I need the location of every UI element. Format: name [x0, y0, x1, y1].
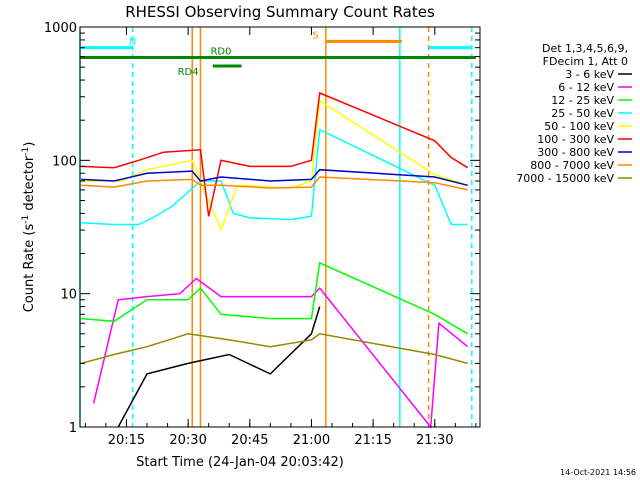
- series-line-8: [81, 333, 468, 365]
- bar-label-rd4: RD4: [178, 67, 199, 78]
- series-line-1: [92, 277, 469, 429]
- axes: 20:15 20:30 20:45 21:00 21:15 21:30 1 10 100 1000: [44, 21, 480, 448]
- legend-entry-8: 7000 - 15000 keV: [516, 172, 614, 185]
- x-tick-label-4: 21:15: [354, 433, 391, 448]
- x-tick-label-3: 21:00: [293, 433, 330, 448]
- legend-entry-3: 25 - 50 keV: [551, 107, 614, 120]
- bar-label-rd0: RD0: [210, 47, 231, 58]
- legend-entry-1: 6 - 12 keV: [558, 81, 614, 94]
- series-line-4: [81, 99, 468, 233]
- vertical-markers: [79, 27, 473, 427]
- legend-entry-5: 100 - 300 keV: [537, 133, 614, 146]
- legend-entry-0: 3 - 6 keV: [565, 68, 614, 81]
- legend-header-0: Det 1,3,4,5,6,9,: [542, 42, 628, 55]
- legend-entry-7: 800 - 7000 keV: [530, 159, 614, 172]
- series-line-6: [81, 168, 468, 187]
- status-bars: N S RD0 RD4: [80, 30, 476, 78]
- x-axis-label: Start Time (24-Jan-04 20:03:42): [136, 455, 344, 470]
- y-axis-label-sup2: -1: [21, 147, 31, 156]
- legend-entry-6: 300 - 800 keV: [537, 146, 614, 159]
- x-tick-label-0: 20:15: [108, 433, 145, 448]
- x-tick-label-1: 20:30: [169, 433, 206, 448]
- footer-timestamp: 14-Oct-2021 14:56: [560, 468, 636, 477]
- y-axis-label-main: Count Rate (s: [22, 224, 37, 313]
- bar-label-s: S: [312, 30, 318, 41]
- legend: Det 1,3,4,5,6,9,FDecim 1, Att 03 - 6 keV…: [516, 42, 632, 185]
- legend-entry-2: 12 - 25 keV: [551, 94, 614, 107]
- legend-entry-4: 50 - 100 keV: [544, 120, 614, 133]
- bar-label-n: N: [129, 37, 136, 48]
- y-tick-label-3: 1000: [44, 21, 77, 36]
- series-line-7: [81, 176, 468, 191]
- plot-frame: [79, 26, 481, 428]
- y-axis-label-sup: -1: [21, 215, 31, 224]
- plot-area: N S RD0 RD4: [79, 27, 476, 429]
- series-line-0: [117, 306, 321, 428]
- x-tick-label-5: 21:30: [416, 433, 453, 448]
- legend-header-1: FDecim 1, Att 0: [543, 55, 628, 68]
- y-axis-label: Count Rate (s-1 detector-1): [21, 142, 37, 313]
- x-tick-label-2: 20:45: [231, 433, 268, 448]
- series-line-3: [81, 128, 468, 226]
- y-axis-label-tail: detector: [22, 155, 37, 215]
- y-tick-label-1: 10: [60, 288, 77, 303]
- y-tick-label-2: 100: [52, 154, 77, 169]
- chart-title: RHESSI Observing Summary Count Rates: [125, 3, 435, 21]
- series-line-5: [81, 91, 469, 217]
- series-lines: [81, 91, 469, 429]
- series-line-2: [81, 261, 469, 335]
- y-axis-label-close: ): [22, 142, 37, 147]
- y-tick-label-0: 1: [69, 421, 77, 436]
